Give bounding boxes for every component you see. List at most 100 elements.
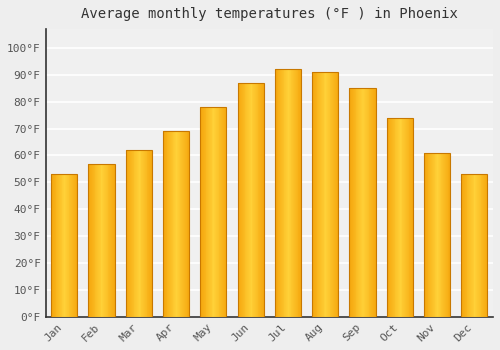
- Bar: [243, 83, 244, 317]
- Bar: [250, 83, 252, 317]
- Bar: [275, 69, 276, 317]
- Bar: [221, 107, 222, 317]
- Bar: [263, 83, 264, 317]
- Bar: [470, 174, 471, 317]
- Bar: [276, 69, 278, 317]
- Bar: [256, 83, 257, 317]
- Bar: [209, 107, 210, 317]
- Bar: [364, 88, 365, 317]
- Bar: [71, 174, 72, 317]
- Bar: [202, 107, 203, 317]
- Bar: [260, 83, 261, 317]
- Bar: [165, 131, 166, 317]
- Bar: [70, 174, 71, 317]
- Bar: [129, 150, 130, 317]
- Bar: [404, 118, 405, 317]
- Bar: [186, 131, 188, 317]
- Bar: [201, 107, 202, 317]
- Bar: [411, 118, 412, 317]
- Bar: [434, 153, 436, 317]
- Bar: [244, 83, 246, 317]
- Bar: [445, 153, 446, 317]
- Bar: [408, 118, 410, 317]
- Bar: [436, 153, 437, 317]
- Bar: [387, 118, 413, 317]
- Bar: [477, 174, 478, 317]
- Bar: [65, 174, 66, 317]
- Bar: [262, 83, 263, 317]
- Bar: [102, 163, 103, 317]
- Bar: [255, 83, 256, 317]
- Bar: [440, 153, 442, 317]
- Bar: [163, 131, 189, 317]
- Title: Average monthly temperatures (°F ) in Phoenix: Average monthly temperatures (°F ) in Ph…: [81, 7, 458, 21]
- Bar: [334, 72, 335, 317]
- Bar: [322, 72, 324, 317]
- Bar: [241, 83, 242, 317]
- Bar: [166, 131, 168, 317]
- Bar: [280, 69, 281, 317]
- Bar: [391, 118, 392, 317]
- Bar: [171, 131, 172, 317]
- Bar: [211, 107, 212, 317]
- Bar: [282, 69, 284, 317]
- Bar: [138, 150, 139, 317]
- Bar: [368, 88, 370, 317]
- Bar: [149, 150, 150, 317]
- Bar: [248, 83, 249, 317]
- Bar: [58, 174, 59, 317]
- Bar: [392, 118, 393, 317]
- Bar: [98, 163, 99, 317]
- Bar: [298, 69, 300, 317]
- Bar: [212, 107, 214, 317]
- Bar: [99, 163, 100, 317]
- Bar: [180, 131, 182, 317]
- Bar: [258, 83, 260, 317]
- Bar: [208, 107, 209, 317]
- Bar: [371, 88, 372, 317]
- Bar: [76, 174, 78, 317]
- Bar: [126, 150, 128, 317]
- Bar: [439, 153, 440, 317]
- Bar: [448, 153, 450, 317]
- Bar: [215, 107, 216, 317]
- Bar: [106, 163, 108, 317]
- Bar: [287, 69, 288, 317]
- Bar: [261, 83, 262, 317]
- Bar: [90, 163, 91, 317]
- Bar: [443, 153, 444, 317]
- Bar: [469, 174, 470, 317]
- Bar: [289, 69, 290, 317]
- Bar: [145, 150, 146, 317]
- Bar: [428, 153, 430, 317]
- Bar: [366, 88, 367, 317]
- Bar: [51, 174, 78, 317]
- Bar: [463, 174, 464, 317]
- Bar: [284, 69, 286, 317]
- Bar: [295, 69, 296, 317]
- Bar: [275, 69, 301, 317]
- Bar: [321, 72, 322, 317]
- Bar: [130, 150, 131, 317]
- Bar: [400, 118, 402, 317]
- Bar: [132, 150, 134, 317]
- Bar: [240, 83, 241, 317]
- Bar: [330, 72, 332, 317]
- Bar: [464, 174, 465, 317]
- Bar: [94, 163, 96, 317]
- Bar: [174, 131, 175, 317]
- Bar: [397, 118, 398, 317]
- Bar: [110, 163, 111, 317]
- Bar: [168, 131, 169, 317]
- Bar: [151, 150, 152, 317]
- Bar: [351, 88, 352, 317]
- Bar: [482, 174, 483, 317]
- Bar: [356, 88, 358, 317]
- Bar: [92, 163, 93, 317]
- Bar: [476, 174, 477, 317]
- Bar: [474, 174, 476, 317]
- Bar: [316, 72, 318, 317]
- Bar: [362, 88, 364, 317]
- Bar: [354, 88, 356, 317]
- Bar: [238, 83, 240, 317]
